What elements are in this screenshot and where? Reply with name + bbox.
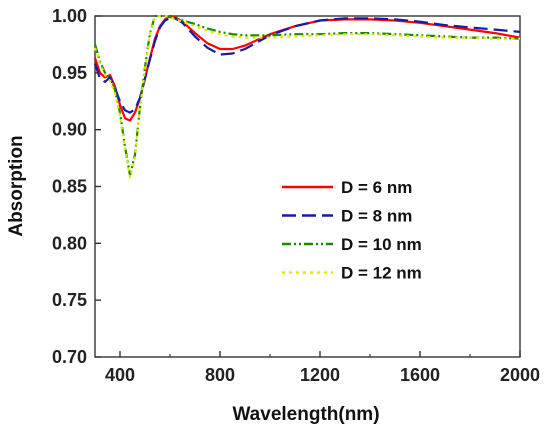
x-tick-label: 1200 <box>300 365 340 385</box>
series-line-1 <box>93 14 521 122</box>
x-axis: 400 800 1200 1600 2000 <box>105 351 540 385</box>
series-lines <box>93 14 521 179</box>
y-tick-label: 1.00 <box>52 6 87 26</box>
legend-label-1: D = 6 nm <box>341 178 412 197</box>
legend-label-3: D = 10 nm <box>341 235 422 254</box>
series-line-2 <box>93 17 521 114</box>
x-axis-title: Wavelength(nm) <box>232 404 379 425</box>
x-tick-label: 800 <box>205 365 235 385</box>
y-tick-label: 0.80 <box>52 233 87 253</box>
y-tick-label: 0.75 <box>52 290 87 310</box>
legend-label-2: D = 8 nm <box>341 207 412 226</box>
y-tick-label: 0.95 <box>52 63 87 83</box>
y-tick-label: 0.85 <box>52 177 87 197</box>
y-tick-label: 0.90 <box>52 120 87 140</box>
x-tick-label: 1600 <box>400 365 440 385</box>
legend-label-4: D = 12 nm <box>341 264 422 283</box>
y-axis-title: Absorption <box>6 135 27 236</box>
y-tick-label: 0.70 <box>52 347 87 367</box>
x-tick-label: 2000 <box>500 365 540 385</box>
series-line-4 <box>93 14 520 179</box>
y-axis: 0.70 0.75 0.80 0.85 0.90 0.95 1.00 <box>52 6 101 367</box>
series-line-3 <box>93 14 521 177</box>
x-tick-label: 400 <box>105 365 135 385</box>
legend: D = 6 nm D = 8 nm D = 10 nm D = 12 nm <box>282 178 422 283</box>
